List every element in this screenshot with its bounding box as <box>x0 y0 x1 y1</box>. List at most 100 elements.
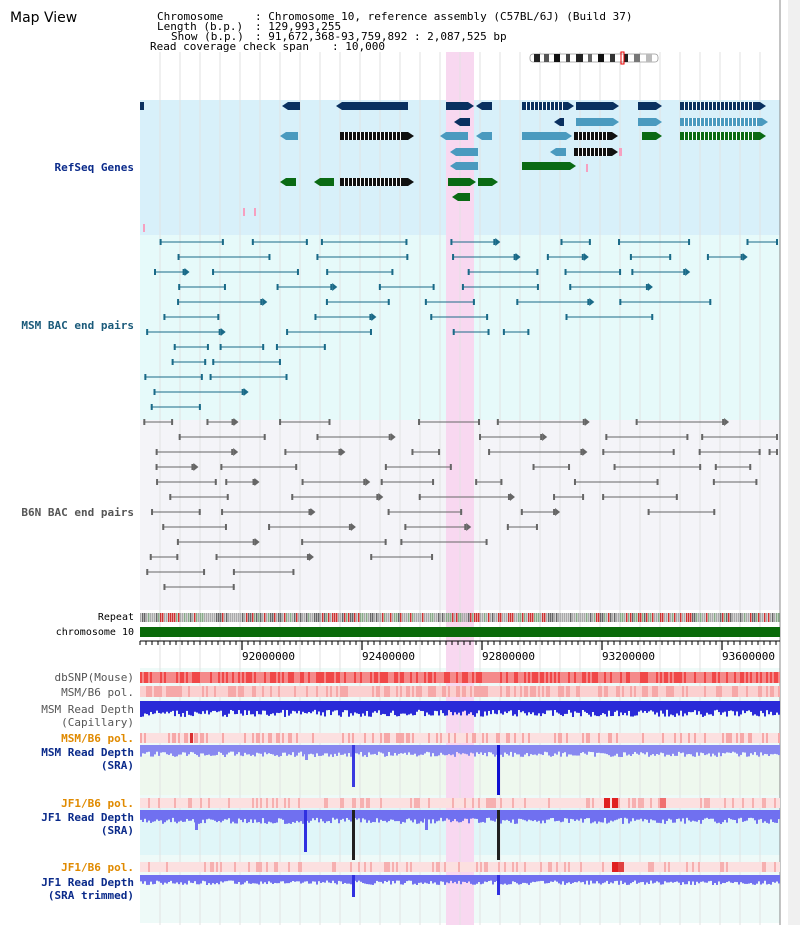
heat-cell <box>406 672 408 683</box>
depth-bar <box>638 745 640 755</box>
heat-cell <box>700 798 702 808</box>
heat-cell <box>374 672 376 683</box>
depth-bar <box>274 701 276 716</box>
label-msm-b6-pol[interactable]: MSM/B6 pol. <box>61 686 134 699</box>
label-msm-read-depth-sra-1[interactable]: MSM Read Depth <box>41 746 134 759</box>
bac-end <box>569 284 572 290</box>
heat-cell <box>668 686 670 697</box>
label-b6n-bac-end-pairs[interactable]: B6N BAC end pairs <box>21 506 134 519</box>
depth-bar <box>412 875 414 885</box>
bac-end <box>376 494 379 500</box>
label-dbsnp[interactable]: dbSNP(Mouse) <box>54 671 134 684</box>
heat-cell <box>224 862 226 872</box>
label-jf1-b6-pol[interactable]: JF1/B6 pol. <box>61 797 134 810</box>
label-msm-bac-end-pairs[interactable]: MSM BAC end pairs <box>21 319 134 332</box>
depth-bar <box>526 745 528 754</box>
heat-cell <box>238 672 240 683</box>
bac-end-arrow <box>742 253 748 261</box>
heat-cell <box>748 798 750 808</box>
depth-bar <box>466 875 468 884</box>
heat-cell <box>150 798 152 808</box>
gene-exon-gap <box>372 178 373 186</box>
heat-cell <box>562 862 564 872</box>
heat-cell <box>594 686 596 697</box>
heat-cell <box>234 686 236 697</box>
depth-bar <box>486 701 488 716</box>
heat-cell <box>310 672 312 683</box>
heat-cell <box>474 798 476 808</box>
heat-cell <box>286 798 288 808</box>
depth-bar <box>346 745 348 757</box>
heat-cell <box>300 798 302 808</box>
heat-cell <box>546 862 548 872</box>
depth-bar <box>370 701 372 717</box>
bac-end <box>449 464 452 470</box>
heat-cell <box>682 733 684 743</box>
heat-cell <box>230 686 232 697</box>
depth-bar <box>190 810 192 821</box>
gene-body <box>446 102 468 110</box>
heat-cell <box>486 733 488 743</box>
depth-bar <box>184 875 186 884</box>
depth-bar <box>588 745 590 752</box>
depth-bar <box>766 701 768 711</box>
heat-cell <box>622 672 624 683</box>
depth-bar <box>388 810 390 822</box>
depth-bar <box>768 810 770 824</box>
label-jf1-read-depth-trimmed-1[interactable]: JF1 Read Depth <box>41 876 134 889</box>
heat-cell <box>328 862 330 872</box>
depth-bar <box>158 810 160 821</box>
heat-cell <box>632 862 634 872</box>
heat-cell <box>492 798 494 808</box>
depth-bar <box>174 701 176 717</box>
depth-bar <box>506 745 508 755</box>
heat-cell <box>564 733 566 743</box>
heat-cell <box>188 686 190 697</box>
heat-cell <box>600 862 602 872</box>
depth-bar <box>474 875 476 885</box>
heat-cell <box>440 862 442 872</box>
label-refseq-genes[interactable]: RefSeq Genes <box>54 161 134 174</box>
depth-bar <box>342 875 344 884</box>
label-jf1-b6-pol-2[interactable]: JF1/B6 pol. <box>61 861 134 874</box>
depth-bar <box>506 810 508 820</box>
heat-cell <box>596 686 598 697</box>
heat-cell <box>672 733 674 743</box>
repeat-element <box>772 613 774 622</box>
depth-bar <box>328 745 330 757</box>
heat-cell <box>344 672 346 683</box>
label-msm-b6-pol-2[interactable]: MSM/B6 pol. <box>61 732 134 745</box>
depth-bar <box>642 875 644 882</box>
depth-bar <box>438 875 440 885</box>
depth-bar <box>248 701 250 711</box>
heat-cell <box>470 798 472 808</box>
heat-cell <box>760 862 762 872</box>
depth-bar <box>408 875 410 881</box>
depth-bar <box>452 875 454 884</box>
heat-cell <box>776 686 778 697</box>
heat-cell <box>670 672 672 683</box>
heat-cell <box>588 798 590 808</box>
label-msm-read-depth-capillary-1[interactable]: MSM Read Depth <box>41 703 134 716</box>
bac-end <box>203 569 206 575</box>
heat-cell <box>184 798 186 808</box>
repeat-element <box>576 613 578 622</box>
bac-end-arrow <box>193 463 199 471</box>
depth-bar <box>560 701 562 715</box>
depth-bar <box>612 810 614 822</box>
depth-bar <box>308 875 310 884</box>
label-jf1-read-depth-sra-1[interactable]: JF1 Read Depth <box>41 811 134 824</box>
heat-cell <box>366 862 368 872</box>
bac-end <box>330 284 333 290</box>
depth-bar <box>592 745 594 753</box>
heat-cell <box>194 798 196 808</box>
heat-cell <box>148 862 150 872</box>
heat-cell <box>612 733 614 743</box>
depth-bar <box>714 810 716 822</box>
depth-bar <box>722 875 724 883</box>
heat-cell <box>584 686 586 697</box>
heat-cell <box>538 798 540 808</box>
heat-cell <box>592 672 594 683</box>
repeat-element <box>704 613 706 622</box>
